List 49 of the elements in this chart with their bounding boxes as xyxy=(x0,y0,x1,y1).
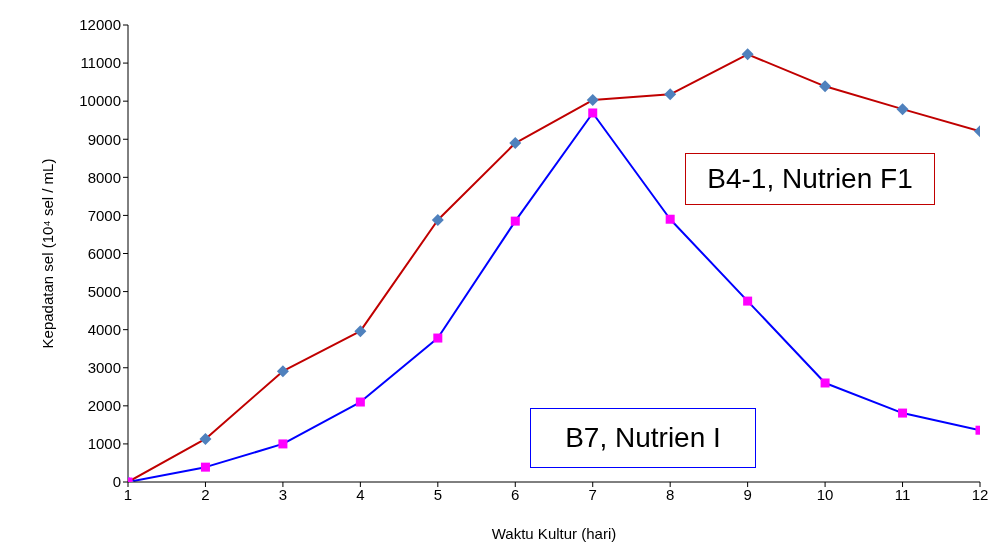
x-tick-label: 9 xyxy=(743,485,752,503)
y-tick-label: 10000 xyxy=(79,92,121,110)
text: B7, Nutrien I xyxy=(530,408,756,468)
x-tick-label: 7 xyxy=(588,485,597,503)
y-tick-label: 3000 xyxy=(87,359,121,377)
y-axis-title: Kepadatan sel (10⁴ sel / mL) xyxy=(39,158,57,349)
point xyxy=(276,365,289,378)
y-tick-label: 7000 xyxy=(87,206,121,224)
y-tick-label: 8000 xyxy=(87,168,121,186)
point xyxy=(664,88,677,101)
point xyxy=(510,216,520,226)
y-tick-label: 1000 xyxy=(87,435,121,453)
point xyxy=(278,439,288,449)
x-tick-label: 8 xyxy=(666,485,675,503)
x-tick-label: 3 xyxy=(278,485,288,503)
point xyxy=(586,94,599,107)
x-tick-label: 12 xyxy=(971,485,989,503)
point xyxy=(199,432,212,445)
y-tick-label: 6000 xyxy=(87,244,121,262)
x-tick-label: 5 xyxy=(433,485,442,503)
point xyxy=(433,333,443,343)
point xyxy=(820,378,830,388)
point xyxy=(200,462,210,472)
point xyxy=(898,408,908,418)
y-tick-label: 9000 xyxy=(87,130,121,148)
point xyxy=(431,213,444,226)
point xyxy=(509,137,522,150)
y-tick-label: 0 xyxy=(112,473,121,491)
point xyxy=(741,48,754,61)
y-tick-label: 12000 xyxy=(79,16,121,34)
point xyxy=(355,397,365,407)
x-axis-title: Waktu Kultur (hari) xyxy=(491,524,617,542)
series-label: B4-1, Nutrien F1 xyxy=(685,153,935,205)
x-tick-label: 6 xyxy=(511,485,520,503)
point xyxy=(665,214,675,224)
point xyxy=(819,80,832,93)
y-tick-label: 4000 xyxy=(87,320,121,338)
x-tick-label: 2 xyxy=(201,485,210,503)
point xyxy=(743,296,753,306)
x-tick-label: 1 xyxy=(123,485,133,503)
y-tick-label: 5000 xyxy=(87,282,121,300)
x-tick-label: 11 xyxy=(894,485,911,503)
x-tick-label: 10 xyxy=(816,485,834,503)
x-tick-label: 4 xyxy=(356,485,365,503)
y-tick-label: 2000 xyxy=(87,397,121,415)
point xyxy=(896,103,909,116)
point xyxy=(354,325,367,338)
y-tick-label: 11000 xyxy=(80,54,121,72)
point xyxy=(588,108,598,118)
